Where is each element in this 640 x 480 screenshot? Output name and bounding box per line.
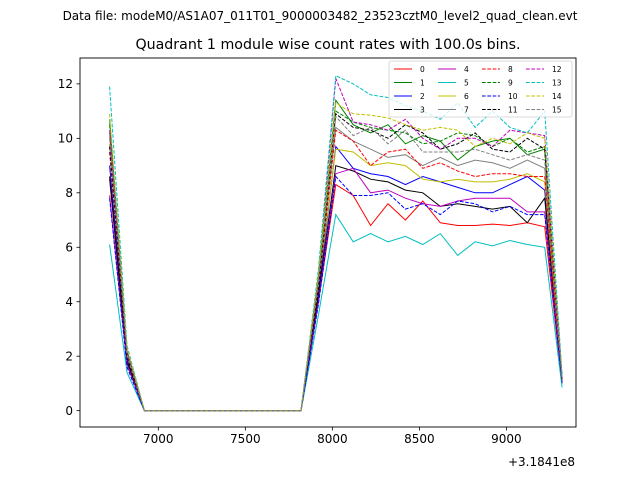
y-axis: 0 2 4 6 8 10 12 (58, 77, 80, 418)
legend-box (388, 60, 573, 118)
legend-label: 6 (464, 92, 469, 101)
legend-item-10: 10 (482, 92, 518, 101)
legend-item-14: 14 (526, 92, 562, 101)
legend-label: 8 (508, 65, 513, 74)
legend-label: 5 (464, 78, 469, 87)
legend-label: 10 (508, 92, 518, 101)
y-tick-label: 6 (65, 241, 73, 255)
x-tick-label: 8000 (317, 432, 348, 446)
x-axis-offset-label: +3.1841e8 (508, 455, 575, 469)
legend-item-12: 12 (526, 65, 562, 74)
x-tick-label: 7000 (143, 432, 174, 446)
y-tick-label: 4 (65, 295, 73, 309)
y-tick-label: 2 (65, 349, 73, 363)
legend-label: 7 (464, 105, 469, 114)
x-axis: 7000 7500 8000 8500 9000 (143, 427, 522, 446)
x-tick-label: 9000 (491, 432, 522, 446)
legend-item-8: 8 (482, 65, 513, 74)
y-tick-label: 0 (65, 404, 73, 418)
legend-label: 12 (552, 65, 562, 74)
series-lines (109, 74, 563, 412)
legend-label: 15 (552, 105, 562, 114)
legend-label: 14 (552, 92, 562, 101)
legend-item-11: 11 (482, 105, 518, 114)
y-tick-label: 10 (58, 132, 73, 146)
legend-item-1: 1 (394, 78, 425, 87)
legend-item-3: 3 (394, 105, 425, 114)
legend-label: 11 (508, 105, 518, 114)
legend-label: 13 (552, 78, 562, 87)
legend-label: 9 (508, 78, 513, 87)
axes-background (80, 58, 576, 427)
legend-item-2: 2 (394, 92, 425, 101)
y-tick-label: 12 (58, 77, 73, 91)
legend-item-4: 4 (438, 65, 469, 74)
legend-item-6: 6 (438, 92, 469, 101)
x-tick-label: 7500 (230, 432, 261, 446)
legend-item-9: 9 (482, 78, 513, 87)
legend-item-15: 15 (526, 105, 562, 114)
x-tick-label: 8500 (404, 432, 435, 446)
legend-label: 3 (420, 105, 425, 114)
legend-label: 4 (464, 65, 469, 74)
legend-item-0: 0 (394, 65, 425, 74)
series-line-15 (109, 115, 563, 412)
legend-label: 2 (420, 92, 425, 101)
chart-title: Quadrant 1 module wise count rates with … (135, 37, 520, 53)
figure-suptitle: Data file: modeM0/AS1A07_011T01_90000034… (63, 9, 578, 23)
legend-item-13: 13 (526, 78, 562, 87)
legend-label: 0 (420, 65, 425, 74)
axes-frame (79, 57, 577, 428)
legend-item-7: 7 (438, 105, 469, 114)
legend-label: 1 (420, 78, 425, 87)
legend-item-5: 5 (438, 78, 469, 87)
y-tick-label: 8 (65, 186, 73, 200)
